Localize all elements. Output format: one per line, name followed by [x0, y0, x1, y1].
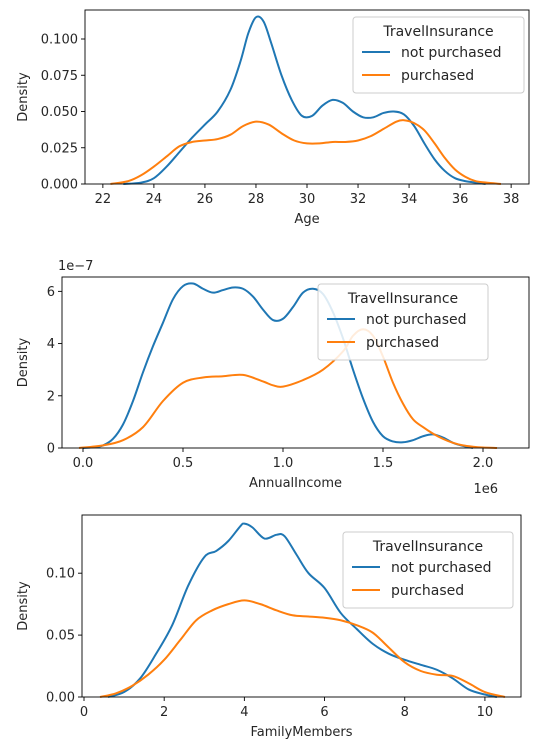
y-tick-label: 4 [47, 337, 55, 352]
axes-frame [81, 514, 522, 698]
y-tick-label: 0.050 [41, 105, 78, 120]
y-tick-label: 0.025 [41, 141, 78, 156]
x-tick-label: 28 [248, 192, 265, 207]
y-tick-label: 0 [47, 442, 55, 457]
x-tick-label: 8 [401, 705, 409, 720]
legend-title: TravelInsurance [347, 291, 458, 307]
legend-box [352, 16, 525, 94]
y-tick-label: 2 [47, 389, 55, 404]
x-tick-label: 0 [80, 705, 88, 720]
legend-entry-purchased: purchased [391, 583, 464, 599]
subplot-3: 0 2 4 6 8 10 0.00 0.05 0.10 FamilyMembers Density T… [16, 514, 522, 740]
legend-entry-purchased: purchased [366, 335, 439, 351]
legend-title: TravelInsurance [382, 24, 493, 40]
x-tick-label: 4 [240, 705, 248, 720]
series-line-not-purchased [123, 15, 486, 185]
legend-entry-not-purchased: not purchased [391, 560, 492, 576]
y-tick-label: 0.100 [41, 33, 78, 48]
x-tick-label: 38 [503, 192, 520, 207]
series-line-not-purchased [82, 282, 474, 449]
x-tick-label: 1.5 [373, 456, 394, 471]
x-offset-label: 1e6 [473, 482, 498, 497]
y-offset-label: 1e−7 [58, 259, 93, 274]
legend-box [342, 531, 514, 609]
x-tick-label: 10 [477, 705, 494, 720]
series-line-not-purchased [107, 522, 498, 698]
y-axis-label: Density [16, 337, 31, 387]
x-axis-label: AnnualIncome [249, 476, 342, 491]
y-tick-label: 6 [47, 285, 55, 300]
x-tick-label: 30 [299, 192, 316, 207]
x-tick-label: 2.0 [473, 456, 494, 471]
axes-frame [61, 276, 530, 449]
y-tick-label: 0.05 [46, 629, 75, 644]
y-tick-label: 0.00 [46, 691, 75, 706]
x-axis-label: FamilyMembers [250, 725, 352, 740]
legend-title: TravelInsurance [372, 539, 483, 555]
legend-entry-not-purchased: not purchased [401, 45, 502, 61]
x-axis-label: Age [294, 212, 319, 227]
legend: TravelInsurance not purchased purchased [352, 16, 525, 94]
legend-box [317, 283, 489, 361]
y-tick-label: 0.10 [46, 567, 75, 582]
series-line-purchased [110, 119, 502, 185]
x-tick-label: 0.0 [73, 456, 94, 471]
subplot-2: 0.0 0.5 1.0 1.5 2.0 0 2 4 6 AnnualIncome Density 1e… [16, 259, 530, 497]
x-tick-label: 2 [160, 705, 168, 720]
x-tick-label: 22 [95, 192, 112, 207]
x-tick-label: 32 [350, 192, 367, 207]
y-tick-label: 0.075 [41, 69, 78, 84]
y-axis-label: Density [16, 581, 31, 631]
x-tick-label: 0.5 [173, 456, 194, 471]
x-tick-label: 1.0 [273, 456, 294, 471]
legend: TravelInsurance not purchased purchased [342, 531, 514, 609]
legend: TravelInsurance not purchased purchased [317, 283, 489, 361]
x-tick-label: 26 [197, 192, 214, 207]
legend-entry-purchased: purchased [401, 68, 474, 84]
y-axis-label: Density [16, 72, 31, 122]
x-tick-label: 36 [452, 192, 469, 207]
legend-entry-not-purchased: not purchased [366, 312, 467, 328]
x-tick-label: 6 [320, 705, 328, 720]
x-tick-label: 24 [146, 192, 163, 207]
subplot-1: 22 24 26 28 30 32 34 36 38 0.000 0.025 0.050 0.075 0.… [16, 9, 530, 227]
series-line-purchased [99, 599, 506, 698]
x-tick-label: 34 [401, 192, 418, 207]
y-tick-label: 0.000 [41, 178, 78, 193]
